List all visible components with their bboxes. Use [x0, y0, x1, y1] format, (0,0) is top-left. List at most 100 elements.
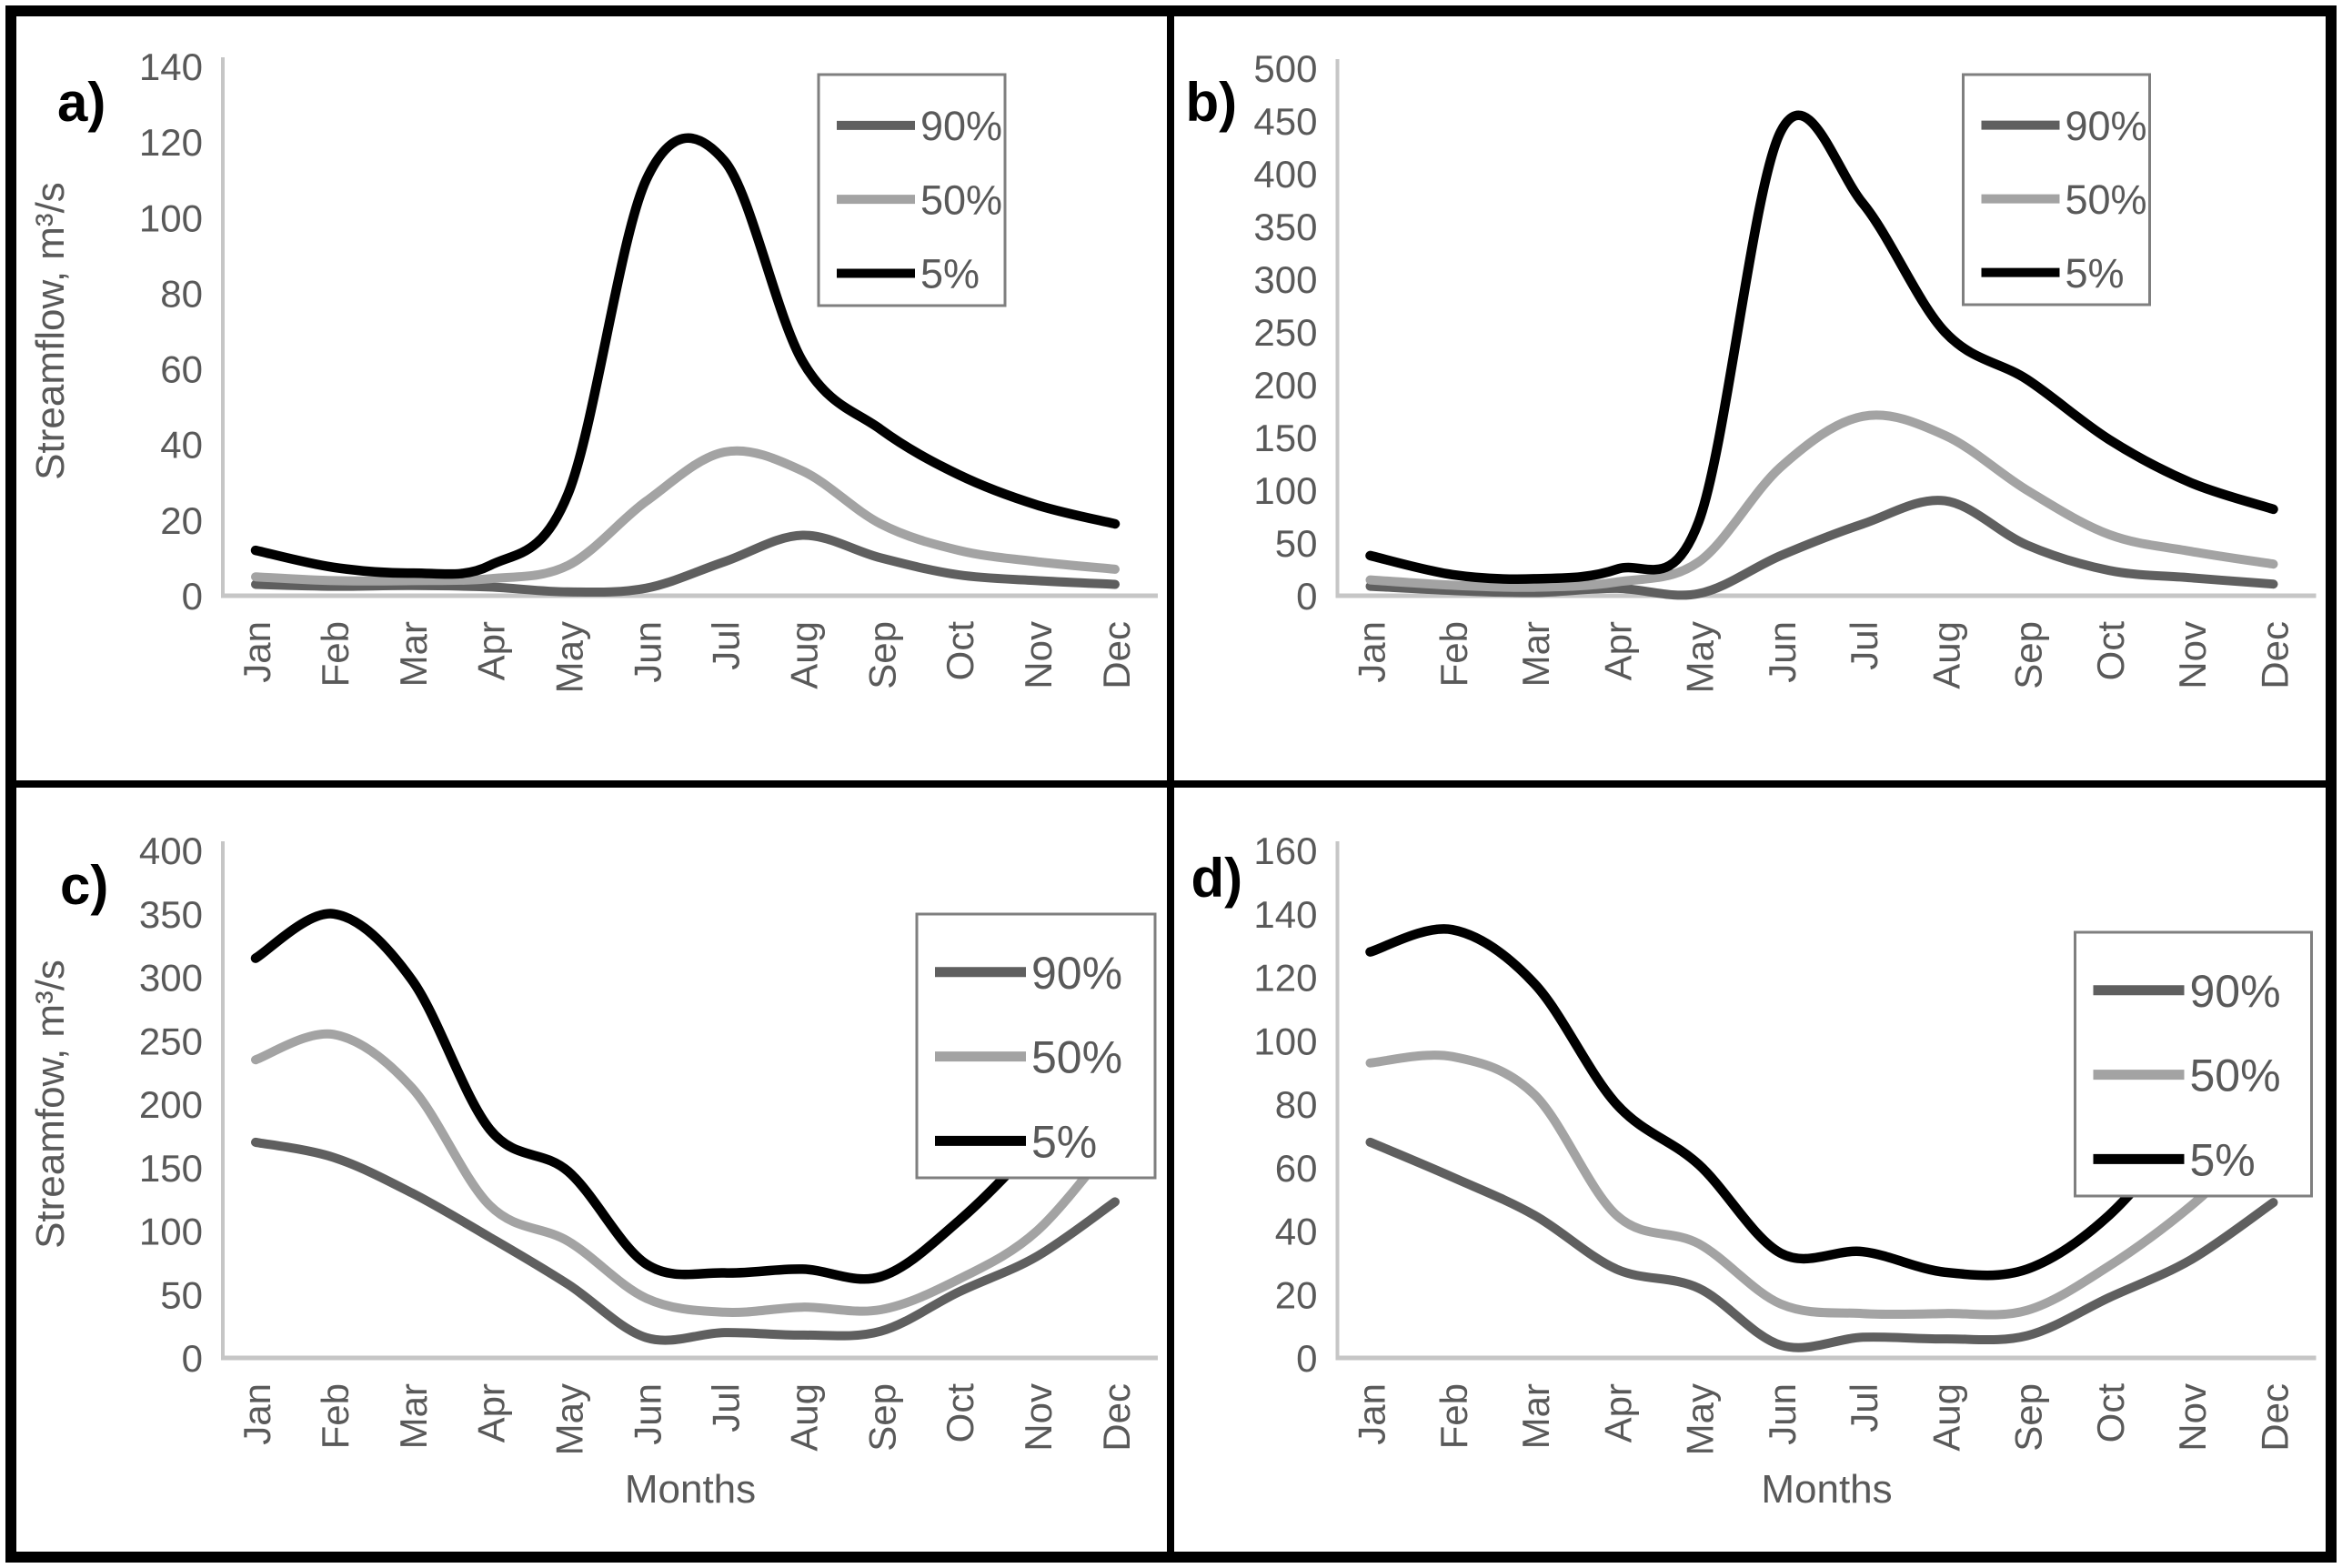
- legend-label-5%: 5%: [2190, 1134, 2256, 1185]
- x-tick-label: Oct: [2089, 1383, 2132, 1443]
- x-axis-title: Months: [625, 1467, 756, 1512]
- y-tick-label: 140: [139, 45, 203, 88]
- legend-label-5%: 5%: [1031, 1116, 1097, 1167]
- y-tick-label: 60: [1275, 1147, 1318, 1190]
- y-tick-label: 0: [1296, 575, 1317, 618]
- y-tick-label: 250: [139, 1020, 203, 1062]
- x-tick-label: Aug: [1925, 1383, 1967, 1452]
- y-tick-label: 100: [1253, 1020, 1317, 1062]
- legend-label-90%: 90%: [920, 103, 1002, 149]
- x-tick-label: Aug: [1925, 621, 1967, 689]
- x-tick-label: Dec: [2254, 621, 2297, 689]
- x-tick-label: Jan: [1351, 621, 1393, 683]
- y-tick-label: 160: [1253, 829, 1317, 872]
- four-panel-streamflow-figure: a) Streamflow, m³/s 140 120 100 80 60 40 20 0 Jan F…: [5, 5, 2337, 1563]
- legend-box: [915, 912, 1157, 1180]
- x-tick-label: Sep: [2007, 1383, 2050, 1452]
- x-tick-label: Feb: [314, 621, 357, 687]
- y-axis-title: Streamfow, m³/s: [28, 960, 73, 1249]
- y-tick-label: 100: [139, 1211, 203, 1253]
- y-tick-label: 400: [139, 829, 203, 872]
- y-tick-label: 0: [182, 575, 203, 618]
- x-tick-label: Apr: [1596, 621, 1639, 680]
- x-tick-label: Aug: [782, 1383, 825, 1452]
- x-tick-label: Oct: [2089, 621, 2132, 681]
- y-tick-label: 0: [182, 1337, 203, 1380]
- legend-label-90%: 90%: [2190, 966, 2281, 1017]
- series-line-50%: [251, 1029, 1120, 1318]
- legend-label-5%: 5%: [2066, 250, 2125, 297]
- y-tick-label: 300: [1253, 258, 1317, 301]
- legend: 90% 50% 5%: [915, 912, 1157, 1180]
- y-tick-label: 50: [160, 1273, 203, 1316]
- series-line-5%: [250, 133, 1121, 579]
- panel-letter: a): [57, 72, 106, 133]
- x-tick-label: May: [548, 621, 591, 693]
- legend-label-50%: 50%: [2190, 1050, 2281, 1101]
- y-tick-label: 60: [160, 348, 203, 391]
- legend-box: [2074, 930, 2313, 1198]
- legend-box: [1962, 73, 2151, 307]
- y-tick-label: 450: [1253, 100, 1317, 143]
- panel-letter: c): [60, 855, 108, 916]
- x-tick-label: Mar: [1514, 1383, 1557, 1449]
- series-line-5%: [1365, 110, 2278, 584]
- x-tick-label: Dec: [1095, 1383, 1138, 1452]
- y-axis-title: Streamflow, m³/s: [28, 182, 73, 480]
- chart-c: c) Streamfow, m³/s 400 350 300 250 200 150 100 50…: [28, 829, 1158, 1512]
- y-tick-label: 150: [1253, 417, 1317, 459]
- y-tick-label: 40: [1275, 1211, 1318, 1253]
- y-tick-label: 150: [139, 1147, 203, 1190]
- panel-letter: d): [1191, 848, 1243, 909]
- x-tick-label: Jun: [627, 621, 669, 683]
- y-tick-label: 200: [1253, 364, 1317, 407]
- x-tick-label: Jul: [704, 621, 747, 670]
- x-tick-label: Mar: [392, 621, 435, 687]
- y-tick-label: 100: [139, 196, 203, 239]
- panel-a: a) Streamflow, m³/s 140 120 100 80 60 40 20 0 Jan F…: [16, 16, 1167, 780]
- x-tick-label: Sep: [860, 1383, 903, 1452]
- legend-label-50%: 50%: [1031, 1032, 1122, 1083]
- x-tick-label: Jun: [1761, 621, 1804, 683]
- y-tick-label: 400: [1253, 153, 1317, 196]
- panel-b: b) 500 450 400 350 300 250 200 150 100 50 0 Jan Feb Ma…: [1174, 16, 2326, 780]
- legend-label-50%: 50%: [920, 176, 1002, 223]
- x-tick-label: Apr: [470, 621, 513, 680]
- x-tick-label: Dec: [2254, 1383, 2297, 1452]
- x-tick-label: Feb: [1432, 1383, 1475, 1449]
- x-tick-label: Nov: [1017, 1383, 1060, 1452]
- x-tick-label: Jul: [1843, 1383, 1885, 1432]
- x-tick-label: May: [1679, 1383, 1722, 1455]
- y-tick-label: 250: [1253, 311, 1317, 354]
- legend: 90% 50% 5%: [817, 73, 1007, 307]
- chart-a: a) Streamflow, m³/s 140 120 100 80 60 40 20 0 Jan F…: [28, 45, 1158, 693]
- x-tick-label: Sep: [2007, 621, 2050, 689]
- x-tick-label: May: [1679, 621, 1722, 693]
- y-tick-label: 20: [160, 499, 203, 542]
- x-tick-label: Oct: [939, 621, 981, 681]
- series-line-90%: [1365, 1137, 2278, 1352]
- x-tick-label: Nov: [2171, 1383, 2214, 1452]
- series-line-90%: [251, 530, 1120, 598]
- y-tick-label: 80: [1275, 1083, 1318, 1126]
- y-tick-label: 100: [1253, 469, 1317, 512]
- y-tick-label: 350: [1253, 206, 1317, 248]
- y-tick-label: 120: [1253, 957, 1317, 1000]
- x-tick-label: Jun: [1761, 1383, 1804, 1445]
- legend: 90% 50% 5%: [2074, 930, 2313, 1198]
- series-line-5%: [250, 909, 1121, 1284]
- x-tick-label: Mar: [1514, 621, 1557, 687]
- y-tick-label: 50: [1275, 522, 1318, 565]
- panel-letter: b): [1186, 72, 1238, 133]
- y-tick-label: 140: [1253, 893, 1317, 936]
- x-tick-label: Sep: [860, 621, 903, 689]
- x-tick-label: Jan: [1351, 1383, 1393, 1445]
- x-tick-label: Jun: [627, 1383, 669, 1445]
- x-tick-label: Jul: [1843, 621, 1885, 670]
- y-tick-label: 350: [139, 893, 203, 936]
- series-line-50%: [1365, 410, 2278, 592]
- series-line-90%: [251, 1137, 1120, 1345]
- x-tick-label: Jul: [704, 1383, 747, 1432]
- y-tick-label: 20: [1275, 1273, 1318, 1316]
